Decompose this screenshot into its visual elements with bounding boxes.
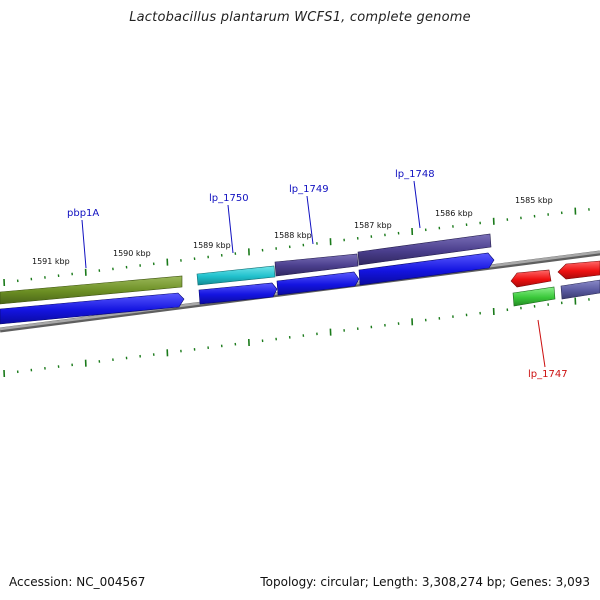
cds-lp_1748[interactable] bbox=[358, 252, 495, 286]
kbp-label-1585: 1585 kbp bbox=[515, 196, 553, 205]
accession-text: Accession: NC_004567 bbox=[9, 575, 146, 589]
gene-lp_1747[interactable] bbox=[512, 286, 556, 307]
leader-lp_1749 bbox=[306, 195, 314, 245]
gene-label-lp_1748[interactable]: lp_1748 bbox=[395, 169, 435, 180]
cds-lp_1750[interactable] bbox=[198, 282, 278, 305]
cds-pbp1A[interactable] bbox=[0, 292, 185, 325]
gene-red-reverse-1[interactable] bbox=[510, 269, 552, 288]
inner-tick-marks bbox=[3, 297, 590, 378]
kbp-label-1591: 1591 kbp bbox=[32, 257, 70, 266]
leader-lp_1748 bbox=[413, 180, 421, 229]
leader-lp_1747 bbox=[537, 319, 546, 368]
gene-lp_1748[interactable] bbox=[357, 233, 492, 266]
cds-lp_1749[interactable] bbox=[276, 271, 360, 296]
gene-label-lp_1747[interactable]: lp_1747 bbox=[528, 369, 568, 380]
gene-label-pbp1A[interactable]: pbp1A bbox=[67, 208, 99, 219]
gene-lp_1749[interactable] bbox=[274, 253, 359, 277]
leader-pbp1A bbox=[81, 219, 87, 269]
kbp-label-1590: 1590 kbp bbox=[113, 249, 151, 258]
kbp-label-1589: 1589 kbp bbox=[193, 241, 231, 250]
gene-label-lp_1750[interactable]: lp_1750 bbox=[209, 193, 249, 204]
gene-slate-partial[interactable] bbox=[560, 279, 600, 300]
gene-pbp1A[interactable] bbox=[0, 275, 183, 305]
kbp-label-1588: 1588 kbp bbox=[274, 231, 312, 240]
gene-lp_1750[interactable] bbox=[196, 265, 276, 286]
gene-label-lp_1749[interactable]: lp_1749 bbox=[289, 184, 329, 195]
leader-lp_1750 bbox=[227, 204, 234, 254]
kbp-label-1586: 1586 kbp bbox=[435, 209, 473, 218]
map-title: Lactobacillus plantarum WCFS1, complete … bbox=[129, 10, 471, 25]
gene-red-reverse-2[interactable] bbox=[557, 260, 600, 280]
kbp-label-1587: 1587 kbp bbox=[354, 221, 392, 230]
outer-tick-marks bbox=[3, 207, 590, 287]
topology-text: Topology: circular; Length: 3,308,274 bp… bbox=[260, 575, 590, 589]
